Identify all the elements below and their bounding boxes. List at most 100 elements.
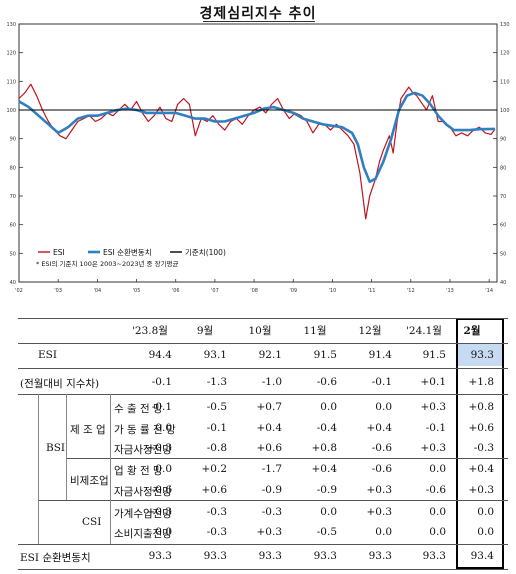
row-value: -1.7 [261, 463, 282, 475]
rule-esi [18, 368, 508, 369]
x-tick-label: '11 [368, 288, 376, 294]
x-tick-label: '04 [93, 288, 101, 294]
esi-table: '23.8월 9월 10월 11월 12월 '24.1월 2월 ESI 94.4 93.1 92.1… [18, 318, 508, 570]
row-value: -0.1 [371, 376, 392, 388]
row-value: +0.6 [256, 442, 283, 454]
row-value: +0.3 [468, 484, 495, 496]
row-value: 94.4 [148, 349, 172, 361]
row-value: 0.0 [477, 506, 494, 518]
row-value: +0.4 [366, 422, 393, 434]
chart-footnote: * ESI의 기준치 100은 2003~2023년 중 장기평균 [36, 259, 179, 268]
y-tick-label-right: 110 [500, 79, 510, 85]
legend-label-2: 기준치(100) [185, 248, 226, 257]
rule-label-left [110, 394, 111, 544]
row-value: 0.0 [429, 463, 446, 475]
row-value: -0.6 [316, 376, 337, 388]
row-value: 93.3 [258, 550, 282, 562]
row-value: -0.1 [425, 422, 446, 434]
row-label: 자금사정전망 [114, 486, 172, 498]
row-value: -0.6 [425, 484, 446, 496]
esi-line-chart: 40 40 50 50 60 60 70 70 80 80 90 90 100 100 110 110 120 1… [6, 22, 510, 294]
row-value: +0.3 [256, 526, 283, 538]
row-value: +0.6 [201, 484, 228, 496]
row-value: +0.8 [311, 442, 338, 454]
row-value: 0.0 [155, 463, 172, 475]
row-value: +0.3 [366, 484, 393, 496]
legend-label-1: ESI 순환변동치 [103, 247, 152, 257]
x-tick-label: '05 [133, 288, 141, 294]
row-value: 93.4 [470, 550, 494, 562]
y-tick-label-left: 90 [10, 137, 16, 143]
row-value: 0.0 [429, 526, 446, 538]
row-value: 92.1 [258, 349, 282, 361]
row-label: (전월대비 지수차) [20, 378, 100, 390]
row-label: 자금사정전망 [114, 444, 172, 456]
row-value: +0.1 [420, 376, 447, 388]
row-value: -1.0 [261, 376, 282, 388]
group-label-csi: CSI [82, 516, 102, 528]
group-label-nonmfg: 비제조업 [70, 475, 109, 487]
rule-top [18, 318, 508, 319]
series-line-1 [18, 91, 496, 183]
series-line-0 [18, 83, 496, 220]
highlight-frame [456, 318, 504, 569]
row-value: +0.8 [468, 401, 495, 413]
y-tick-label-right: 120 [500, 51, 510, 57]
row-value: 91.5 [313, 349, 337, 361]
table-header: 2월 [463, 325, 481, 337]
table-header: '24.1월 [406, 325, 442, 337]
row-value: -0.6 [151, 484, 172, 496]
table-header: 10월 [248, 325, 272, 337]
x-tick-label: '06 [172, 288, 180, 294]
row-value: +0.4 [311, 463, 338, 475]
y-tick-label-left: 40 [10, 280, 16, 286]
row-value: -0.1 [151, 401, 172, 413]
row-value: +1.8 [468, 376, 495, 388]
row-label: 가 동 률 전 망 [114, 424, 176, 436]
plot-frame [18, 23, 498, 283]
table-header: 11월 [303, 325, 327, 337]
rule-csi [38, 500, 508, 501]
y-tick-label-right: 70 [500, 194, 506, 200]
row-value: +0.6 [468, 422, 495, 434]
row-value: 91.4 [368, 349, 392, 361]
table-header: 9월 [196, 325, 214, 337]
row-label: 가계수입전망 [114, 508, 172, 520]
row-value: 0.0 [155, 526, 172, 538]
rule-sub-left [66, 394, 67, 500]
row-value: 93.3 [203, 550, 227, 562]
row-label: 업 황 전 망 [114, 465, 163, 477]
chart-title: 경제심리지수 추이 [199, 6, 317, 22]
y-tick-label-right: 80 [500, 165, 506, 171]
x-tick-label: '02 [15, 288, 23, 294]
row-value: +0.4 [468, 463, 495, 475]
title-underline [203, 21, 315, 22]
row-value: -0.1 [206, 422, 227, 434]
row-value: 0.0 [477, 526, 494, 538]
row-value: 0.0 [429, 506, 446, 518]
y-tick-label-right: 130 [500, 22, 510, 28]
row-value: 0.0 [375, 526, 392, 538]
row-value: +0.3 [146, 506, 173, 518]
row-label: ESI 순환변동치 [20, 552, 91, 564]
table-header: '23.8월 [132, 325, 168, 337]
y-tick-label-left: 60 [10, 223, 16, 229]
row-value: +0.3 [420, 442, 447, 454]
rule-diff [18, 394, 508, 395]
row-value: +0.3 [366, 506, 393, 518]
x-tick-label: '14 [485, 288, 493, 294]
row-label: 수 출 전 망 [114, 403, 163, 415]
group-label-mfg: 제 조 업 [70, 424, 106, 436]
row-value: +0.3 [146, 442, 173, 454]
row-value: 93.3 [422, 550, 446, 562]
rule-bottom [18, 569, 508, 570]
y-tick-label-left: 80 [10, 165, 16, 171]
y-tick-label-left: 130 [6, 22, 16, 28]
row-value: 93.3 [313, 550, 337, 562]
row-value: 93.1 [203, 349, 227, 361]
x-tick-label: '09 [289, 288, 297, 294]
rule-bsi-split [66, 458, 508, 459]
row-value: 91.5 [422, 349, 446, 361]
row-value: -0.1 [151, 376, 172, 388]
row-value: 93.3 [470, 349, 494, 361]
